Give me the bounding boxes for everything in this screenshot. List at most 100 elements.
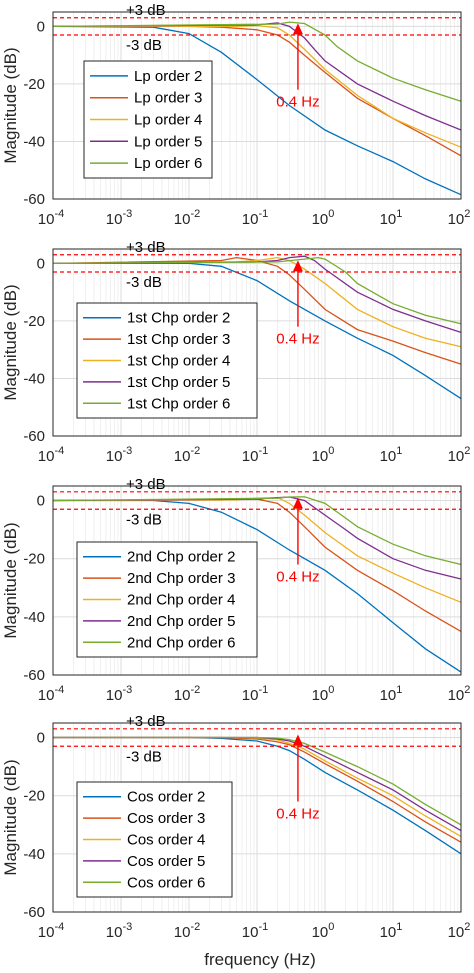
y-axis-label: Magnitude (dB) (1, 47, 20, 163)
x-tick-label: 102 (448, 921, 471, 941)
x-tick-label: 10-4 (38, 208, 64, 228)
x-tick-label: 101 (380, 921, 403, 941)
y-axis-label: Magnitude (dB) (1, 284, 20, 400)
x-tick-label: 10-1 (242, 921, 268, 941)
x-axis-label: frequency (Hz) (204, 950, 315, 969)
legend-label-4: 1st Chp order 4 (127, 353, 230, 370)
legend-label-2: Cos order 2 (127, 789, 205, 806)
x-tick-label: 10-4 (38, 445, 64, 465)
legend-label-6: Lp order 6 (134, 155, 202, 172)
plus-3db-label: +3 dB (126, 2, 166, 19)
annotation-label: 0.4 Hz (276, 331, 319, 348)
x-tick-label: 10-2 (174, 445, 200, 465)
x-tick-label: 10-2 (174, 208, 200, 228)
x-tick-label: 101 (380, 208, 403, 228)
legend-label-4: 2nd Chp order 4 (127, 592, 235, 609)
y-tick-label: -60 (23, 667, 45, 684)
x-tick-label: 10-2 (174, 921, 200, 941)
minus-3db-label: -3 dB (126, 274, 162, 291)
annotation-arrowhead (292, 497, 303, 509)
x-tick-label: 100 (312, 684, 335, 704)
legend-label-3: 2nd Chp order 3 (127, 570, 235, 587)
x-tick-label: 10-3 (106, 921, 132, 941)
series-line-6 (53, 736, 462, 826)
legend: Cos order 2 Cos order 3 Cos order 4 Cos ord… (76, 781, 233, 898)
x-tick-label: 10-1 (242, 208, 268, 228)
x-tick-label: 10-2 (174, 684, 200, 704)
minus-3db-label: -3 dB (126, 748, 162, 765)
x-tick-label: 101 (380, 445, 403, 465)
legend-label-3: Cos order 3 (127, 810, 205, 827)
y-tick-label: -40 (23, 846, 45, 863)
x-tick-label: 10-3 (106, 445, 132, 465)
legend: Lp order 2 Lp order 3 Lp order 4 Lp order 5… (83, 60, 213, 179)
x-tick-label: 10-4 (38, 921, 64, 941)
annotation-label: 0.4 Hz (276, 94, 319, 111)
series-line-6 (52, 21, 462, 102)
y-axis-label: Magnitude (dB) (1, 522, 20, 638)
legend-label-2: Lp order 2 (134, 68, 202, 85)
x-tick-label: 101 (380, 684, 403, 704)
plus-3db-label: +3 dB (126, 713, 166, 730)
annotation-arrowhead (292, 260, 303, 272)
x-tick-label: 102 (448, 684, 471, 704)
annotation-arrowhead (292, 23, 303, 35)
y-tick-label: -60 (23, 428, 45, 445)
y-tick-label: -20 (23, 313, 45, 330)
annotation-arrowhead (292, 734, 303, 746)
x-tick-label: 10-3 (106, 208, 132, 228)
y-tick-label: 0 (37, 493, 45, 510)
series-line-2 (53, 736, 462, 855)
series-line-2 (53, 262, 462, 400)
plus-3db-label: +3 dB (126, 239, 166, 256)
series-line-6 (52, 496, 462, 566)
legend-label-2: 2nd Chp order 2 (127, 549, 235, 566)
y-axis-label: Magnitude (dB) (1, 759, 20, 875)
y-tick-label: 0 (37, 730, 45, 747)
axes-box (52, 485, 462, 676)
y-tick-label: -20 (23, 788, 45, 805)
legend-label-6: Cos order 6 (127, 874, 205, 891)
axes-box (52, 722, 462, 913)
legend: 2nd Chp order 2 2nd Chp order 3 2nd Chp or… (76, 541, 258, 658)
series-line-4 (53, 24, 462, 148)
y-tick-label: -20 (23, 551, 45, 568)
axes-box (52, 11, 462, 200)
y-tick-label: -60 (23, 191, 45, 208)
minus-3db-label: -3 dB (126, 511, 162, 528)
legend-label-5: Lp order 5 (134, 133, 202, 150)
x-tick-label: 102 (448, 208, 471, 228)
series-line-4 (52, 256, 462, 348)
legend-label-4: Cos order 4 (127, 832, 205, 849)
legend-label-6: 1st Chp order 6 (127, 395, 230, 412)
legend-label-4: Lp order 4 (134, 112, 202, 129)
legend-label-5: 2nd Chp order 5 (127, 613, 235, 630)
legend-label-5: 1st Chp order 5 (127, 374, 230, 391)
legend-label-2: 1st Chp order 2 (127, 310, 230, 327)
legend-label-3: Lp order 3 (134, 90, 202, 107)
y-tick-label: 0 (37, 18, 45, 35)
x-tick-label: 10-3 (106, 684, 132, 704)
y-tick-label: -40 (23, 133, 45, 150)
y-tick-label: -40 (23, 370, 45, 387)
x-tick-label: 10-1 (242, 684, 268, 704)
plus-3db-label: +3 dB (126, 476, 166, 493)
annotation-label: 0.4 Hz (276, 806, 319, 823)
x-tick-label: 10-4 (38, 684, 64, 704)
y-tick-label: -60 (23, 904, 45, 921)
series-line-3 (52, 256, 462, 365)
series-line-2 (52, 25, 462, 196)
y-tick-label: -40 (23, 609, 45, 626)
annotation-label: 0.4 Hz (276, 569, 319, 586)
legend-label-6: 2nd Chp order 6 (127, 634, 235, 651)
legend-label-5: Cos order 5 (127, 853, 205, 870)
series-line-6 (52, 256, 462, 325)
x-tick-label: 100 (312, 921, 335, 941)
axes-box (52, 248, 462, 437)
series-line-5 (52, 255, 462, 334)
x-tick-label: 10-1 (242, 445, 268, 465)
